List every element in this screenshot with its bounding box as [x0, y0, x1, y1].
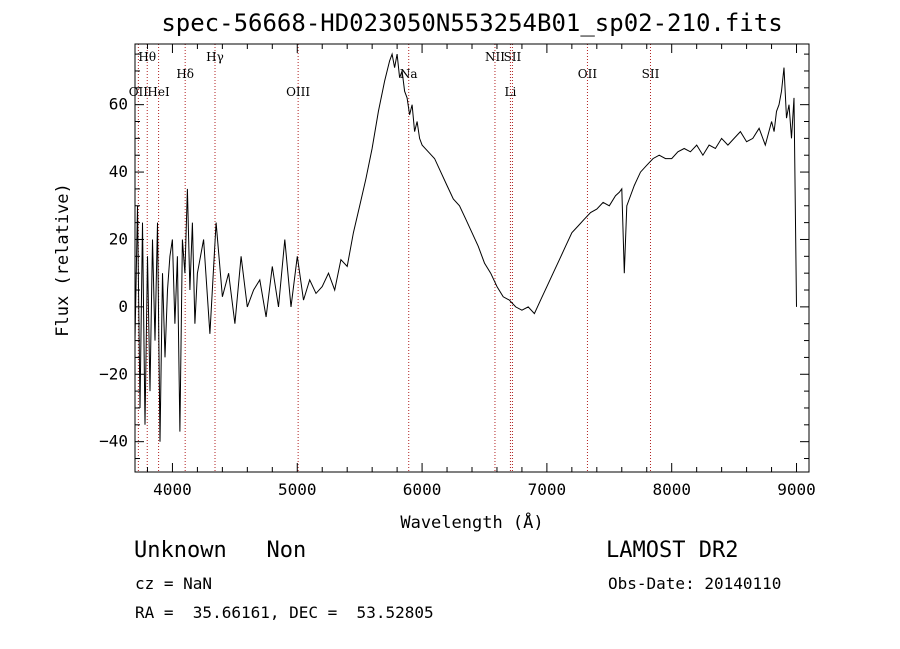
x-tick-label: 6000: [403, 480, 442, 499]
chart-title: spec-56668-HD023050N553254B01_sp02-210.f…: [161, 9, 782, 37]
y-tick-label: 40: [109, 162, 128, 181]
x-tick-label: 9000: [777, 480, 816, 499]
plot-frame: [134, 43, 810, 473]
line-marker-label: Hγ: [206, 50, 224, 64]
line-marker-label: SII: [642, 67, 660, 81]
y-tick-label: −20: [99, 364, 128, 383]
coordinates: RA = 35.66161, DEC = 53.52805: [135, 603, 434, 622]
spectrum-line-0: [134, 52, 797, 442]
object-type: Unknown Non: [134, 538, 307, 563]
x-tick-label: 7000: [528, 480, 567, 499]
axis-ticks: 4000 5000 6000 7000 8000 9000 −40 −20 0 20 40 60: [99, 44, 816, 499]
survey-name: LAMOST DR2: [606, 538, 739, 563]
line-marker-label: Li: [505, 85, 517, 99]
redshift-text: cz = NaN: [135, 574, 213, 593]
y-tick-label: 20: [109, 229, 128, 248]
line-marker-label: SII: [504, 50, 522, 64]
line-marker-label: OII: [129, 85, 149, 99]
line-marker-label: OII: [578, 67, 598, 81]
line-marker-label: Hδ: [176, 67, 194, 81]
line-marker-label: OIII: [286, 85, 310, 99]
x-tick-label: 4000: [153, 480, 192, 499]
obs-date: Obs-Date: 20140110: [608, 574, 782, 593]
x-axis-label: Wavelength (Å): [400, 511, 543, 533]
y-tick-label: −40: [99, 432, 128, 451]
line-marker-label: HeI: [147, 85, 170, 99]
x-tick-label: 8000: [652, 480, 691, 499]
line-marker-label: Hθ: [138, 50, 156, 64]
spectrum-series: [134, 52, 797, 442]
y-tick-label: 0: [118, 297, 128, 316]
x-tick-label: 5000: [278, 480, 317, 499]
line-marker-label: Na: [400, 67, 418, 81]
line-marker-label: NII: [485, 50, 505, 64]
y-tick-label: 60: [109, 95, 128, 114]
y-axis-label: Flux (relative): [53, 183, 73, 337]
